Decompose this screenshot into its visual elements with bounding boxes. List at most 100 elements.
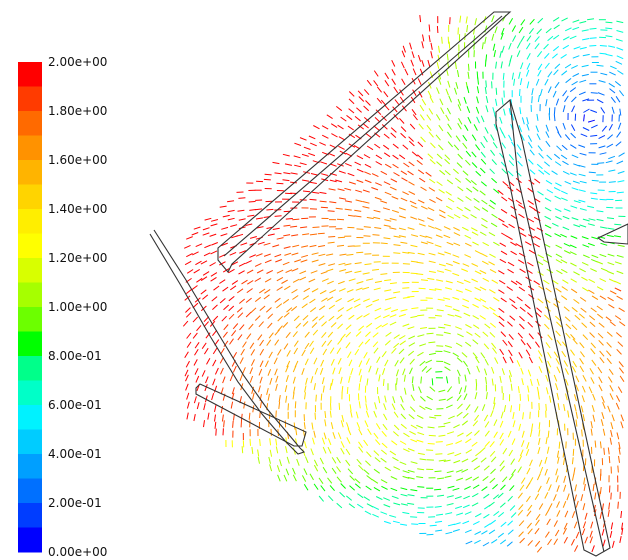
velocity-vector	[382, 207, 390, 211]
velocity-vector	[480, 181, 487, 187]
colorbar-swatch	[18, 86, 42, 112]
velocity-vector	[448, 415, 455, 420]
velocity-vector	[302, 295, 310, 300]
velocity-vector	[419, 114, 425, 121]
velocity-vector	[616, 160, 624, 165]
velocity-vector	[400, 126, 407, 132]
velocity-vector	[462, 214, 469, 220]
velocity-vector	[443, 234, 451, 239]
velocity-vector	[410, 461, 418, 464]
velocity-vector	[465, 16, 468, 24]
velocity-vector	[608, 181, 616, 183]
velocity-vector	[601, 412, 605, 420]
velocity-vector	[472, 352, 478, 359]
velocity-vector	[382, 314, 390, 319]
velocity-vector	[562, 457, 566, 465]
velocity-vector	[618, 447, 621, 455]
velocity-vector	[363, 226, 371, 228]
velocity-vector	[299, 162, 307, 166]
velocity-vector	[534, 178, 541, 184]
velocity-vector	[574, 484, 577, 492]
velocity-vector	[455, 81, 459, 89]
velocity-vector	[380, 273, 388, 275]
velocity-vector	[417, 432, 425, 436]
velocity-vector	[389, 296, 397, 300]
velocity-vector	[438, 434, 446, 437]
velocity-vector	[592, 414, 596, 422]
velocity-vector	[248, 200, 256, 203]
velocity-vector	[536, 473, 541, 481]
velocity-vector	[596, 218, 604, 222]
velocity-vector	[302, 179, 310, 182]
velocity-vector	[362, 272, 370, 275]
velocity-vector	[435, 529, 443, 532]
velocity-vector	[323, 432, 327, 440]
velocity-vector	[266, 339, 272, 346]
velocity-vector	[272, 161, 280, 165]
velocity-vector	[347, 214, 355, 217]
velocity-vector	[355, 199, 363, 203]
velocity-vector	[499, 539, 507, 545]
velocity-vector	[581, 429, 583, 437]
velocity-vector	[203, 403, 206, 411]
velocity-vector	[374, 143, 381, 149]
velocity-vector	[498, 279, 506, 285]
velocity-vector	[259, 376, 263, 384]
velocity-vector	[259, 360, 264, 368]
velocity-vector	[230, 224, 238, 227]
velocity-vector	[614, 223, 622, 226]
velocity-vector	[489, 477, 496, 484]
velocity-vector	[452, 260, 460, 265]
velocity-vector	[553, 494, 557, 501]
velocity-vector	[474, 332, 481, 338]
velocity-vector	[556, 145, 562, 152]
velocity-vector	[252, 392, 255, 400]
velocity-vector	[492, 312, 499, 318]
velocity-vector	[247, 280, 254, 285]
velocity-vector	[579, 268, 586, 273]
velocity-vector	[420, 186, 427, 192]
velocity-vector	[554, 298, 561, 304]
velocity-vector	[491, 15, 495, 23]
velocity-vector	[563, 242, 571, 247]
velocity-vector	[615, 38, 623, 42]
velocity-vector	[338, 402, 341, 410]
velocity-vector	[517, 492, 523, 499]
velocity-vector	[484, 127, 489, 134]
velocity-vector	[359, 375, 362, 383]
velocity-vector	[485, 392, 488, 400]
velocity-vector	[447, 197, 455, 203]
velocity-vector	[553, 153, 561, 159]
velocity-vector	[364, 171, 371, 176]
velocity-vector	[465, 341, 472, 347]
velocity-vector	[212, 315, 219, 322]
velocity-vector	[337, 323, 344, 330]
velocity-vector	[276, 182, 284, 185]
velocity-vector	[527, 540, 533, 546]
velocity-vector	[263, 242, 271, 246]
velocity-vector	[452, 487, 460, 491]
velocity-vector	[455, 135, 461, 142]
velocity-vector	[588, 289, 595, 295]
velocity-vector	[375, 182, 382, 186]
velocity-vector	[464, 124, 469, 131]
velocity-vector	[444, 158, 451, 165]
velocity-vector	[383, 497, 390, 501]
velocity-vector	[196, 277, 203, 283]
velocity-vector	[309, 298, 316, 304]
velocity-vector	[598, 339, 604, 346]
velocity-vector	[417, 486, 425, 488]
velocity-vector	[563, 306, 570, 312]
velocity-vector	[363, 313, 370, 318]
velocity-vector	[570, 288, 578, 294]
velocity-vector	[399, 335, 406, 340]
velocity-vector	[374, 280, 382, 283]
velocity-vector	[382, 378, 385, 386]
velocity-vector	[471, 457, 478, 463]
velocity-vector	[445, 262, 453, 266]
velocity-vector	[464, 485, 471, 490]
velocity-vector	[346, 386, 349, 395]
velocity-vector	[488, 204, 495, 210]
velocity-vector	[547, 86, 552, 94]
velocity-vector	[330, 322, 337, 328]
